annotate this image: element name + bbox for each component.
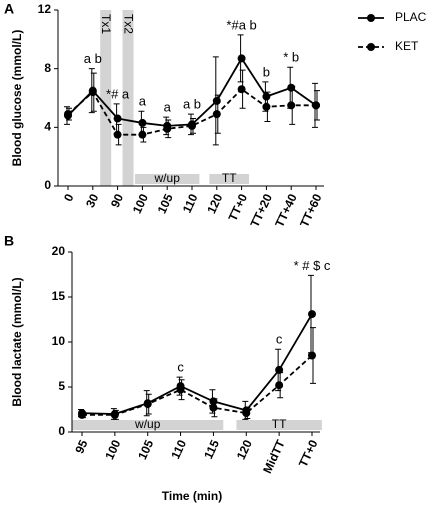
marker	[143, 400, 152, 409]
phase-band	[134, 174, 200, 184]
y-tick-label: 0	[58, 424, 65, 438]
phase-label: TT	[272, 417, 287, 431]
marker	[88, 88, 97, 97]
annotation: b	[263, 64, 270, 79]
legend-label: PLAC	[395, 10, 427, 24]
x-tick-label: MidTT	[260, 437, 288, 476]
phase-label: w/up	[154, 171, 181, 185]
y-axis-title: Blood glucose (mmol/L)	[10, 30, 24, 167]
annotation: a	[139, 94, 147, 109]
marker	[312, 101, 320, 110]
x-tick-label: 110	[168, 437, 189, 461]
marker	[212, 96, 221, 105]
x-tick-label: TT+0	[296, 437, 321, 469]
marker	[176, 385, 185, 394]
y-tick-label: 8	[44, 61, 51, 75]
marker	[237, 54, 246, 63]
x-tick-label: 115	[201, 437, 222, 461]
treatment-bar	[122, 10, 134, 186]
marker	[138, 118, 147, 127]
annotation: *#a b	[226, 17, 256, 32]
y-tick-label: 4	[44, 120, 51, 134]
phase-band	[209, 174, 250, 184]
y-tick-label: 5	[58, 379, 65, 393]
x-tick-label: 105	[135, 437, 156, 461]
x-tick-label: 0	[61, 191, 77, 203]
phase-band	[236, 420, 322, 430]
phase-band	[72, 420, 224, 430]
legend-marker	[367, 14, 375, 22]
x-tick-label: 100	[130, 191, 151, 215]
marker	[188, 121, 196, 130]
phase-label: w/up	[134, 417, 161, 431]
treatment-label: Tx1	[99, 14, 113, 34]
annotation: * b	[283, 50, 299, 65]
annotation: *# a	[106, 86, 130, 101]
marker	[237, 85, 246, 94]
marker	[212, 110, 221, 119]
y-tick-label: 12	[38, 2, 52, 16]
marker	[287, 101, 296, 110]
annotation: a	[164, 100, 172, 115]
marker	[78, 410, 86, 419]
y-tick-label: 10	[52, 334, 66, 348]
panel-label: B	[4, 233, 14, 249]
marker	[287, 83, 296, 92]
x-tick-label: 100	[102, 437, 123, 461]
x-tick-label: 120	[204, 191, 225, 215]
legend-marker	[367, 43, 375, 51]
x-tick-label: 105	[155, 191, 176, 215]
x-tick-label: 30	[83, 191, 101, 209]
marker	[308, 351, 316, 360]
series-line	[81, 313, 313, 415]
x-tick-label: TT+0	[226, 191, 251, 223]
marker	[110, 410, 119, 419]
phase-label: TT	[222, 171, 237, 185]
x-tick-label: TT+40	[272, 191, 300, 229]
y-axis-title: Blood lactate (mmol/L)	[10, 277, 24, 406]
legend-label: KET	[395, 39, 419, 53]
annotation: * # $ c	[294, 258, 331, 273]
marker	[262, 102, 271, 111]
panel-label: A	[4, 1, 14, 17]
series-line	[82, 354, 313, 416]
marker	[113, 130, 122, 139]
annotation: c	[276, 332, 283, 347]
x-tick-label: TT+60	[297, 191, 325, 229]
annotation: c	[177, 360, 184, 375]
y-tick-label: 0	[44, 178, 51, 192]
marker	[275, 365, 284, 374]
marker	[163, 124, 172, 133]
y-tick-label: 20	[52, 244, 66, 258]
treatment-bar	[100, 10, 112, 186]
marker	[308, 310, 316, 319]
marker	[113, 114, 122, 123]
marker	[209, 403, 218, 412]
x-tick-label: 95	[72, 437, 90, 455]
marker	[262, 92, 271, 101]
marker	[64, 110, 72, 119]
x-axis-title: Time (min)	[162, 489, 222, 503]
x-tick-label: TT+20	[248, 191, 276, 229]
marker	[242, 409, 251, 418]
x-tick-label: 110	[180, 191, 201, 215]
treatment-label: Tx2	[121, 14, 135, 34]
y-tick-label: 15	[52, 289, 66, 303]
x-tick-label: 90	[108, 191, 126, 209]
series-line	[67, 88, 316, 136]
marker	[275, 381, 284, 390]
annotation: a b	[84, 51, 102, 66]
marker	[209, 397, 218, 406]
x-tick-label: 120	[234, 437, 255, 461]
annotation: a b	[183, 97, 201, 112]
marker	[138, 130, 147, 139]
